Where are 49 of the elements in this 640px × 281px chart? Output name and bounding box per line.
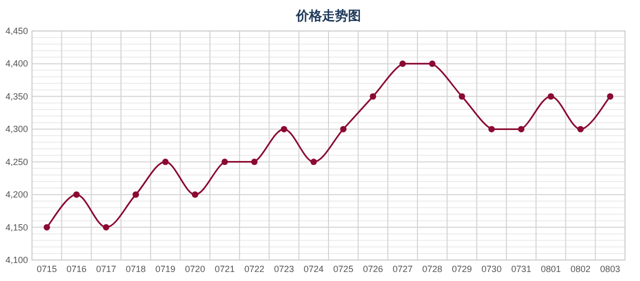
point [280, 126, 288, 132]
x-tick-label: 0801 [540, 264, 561, 274]
x-tick-label: 0725 [333, 264, 354, 274]
point [251, 158, 258, 166]
y-tick-label: 4,450 [5, 26, 28, 36]
x-tick-label: 0730 [482, 264, 502, 274]
point [429, 60, 436, 67]
point [102, 224, 110, 230]
y-tick-label: 4,300 [5, 124, 28, 134]
point [132, 191, 139, 198]
point [73, 191, 80, 198]
y-tick-label: 4,350 [5, 91, 28, 102]
x-tick-label: 0717 [96, 264, 116, 274]
point [370, 93, 376, 100]
y-tick-label: 4,200 [5, 190, 28, 200]
point [162, 158, 169, 166]
x-tick-label: 0726 [362, 264, 383, 274]
x-tick-label: 0729 [452, 264, 472, 274]
x-tick-label: 0728 [422, 264, 442, 274]
point [44, 224, 50, 230]
x-tick-label: 0716 [66, 264, 86, 274]
x-tick-label: 0723 [274, 264, 294, 274]
y-tick-label: 4,150 [5, 222, 28, 232]
point [222, 158, 228, 166]
point [192, 191, 198, 198]
y-tick-label: 4,250 [5, 156, 28, 167]
point [310, 158, 317, 166]
x-tick-label: 0727 [392, 264, 413, 274]
point [488, 126, 495, 132]
point [458, 93, 466, 100]
x-tick-label: 0721 [214, 264, 235, 274]
point [518, 126, 524, 132]
x-tick-label: 0719 [155, 264, 176, 274]
point [577, 126, 584, 132]
x-tick-label: 0802 [570, 264, 591, 274]
x-tick-label: 0731 [511, 264, 532, 274]
x-tick-label: 0803 [600, 264, 620, 274]
point [606, 93, 614, 100]
x-tick-label: 0715 [36, 264, 57, 274]
x-tick-label: 0722 [244, 264, 264, 274]
x-tick-label: 0720 [185, 264, 206, 274]
chart-title: 价格走势图 [295, 8, 361, 23]
point [340, 126, 347, 132]
x-tick-label: 0724 [304, 264, 324, 274]
x-tick-label: 0718 [126, 264, 146, 274]
point [399, 60, 406, 67]
y-tick-label: 4,400 [5, 58, 28, 69]
point [548, 93, 554, 100]
y-tick-label: 4,100 [5, 255, 28, 265]
